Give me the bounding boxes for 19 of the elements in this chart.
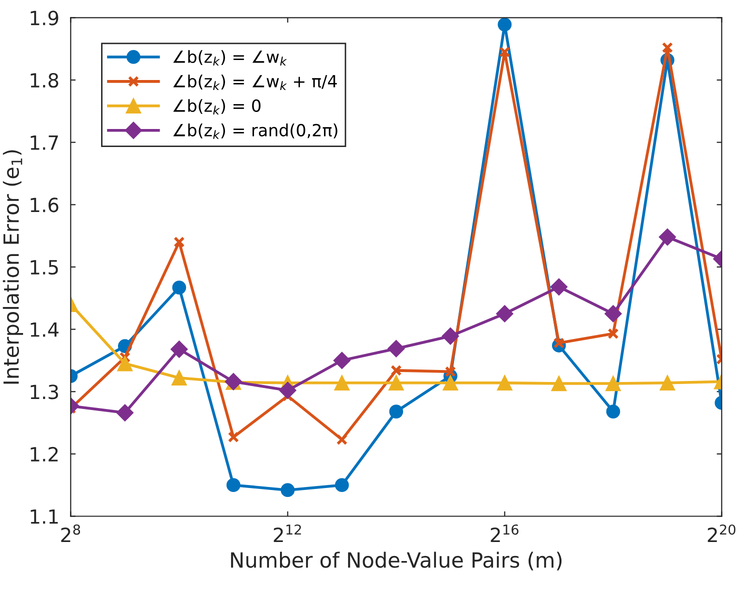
y-tick-label: 1.1 bbox=[30, 509, 58, 524]
y-tick-label: 1.5 bbox=[30, 260, 58, 275]
legend-label: ∠b(z$_{k}$) = rand(0,2π) bbox=[173, 124, 338, 139]
y-tick-label: 1.9 bbox=[30, 10, 58, 26]
y-tick-label: 1.7 bbox=[30, 136, 58, 150]
y-axis-title: Interpolation Error (e$_{1}$) bbox=[2, 150, 24, 384]
legend-label: ∠b(z$_{k}$) = ∠w$_{k}$ bbox=[173, 50, 287, 66]
legend-label: ∠b(z$_{k}$) = 0 bbox=[173, 99, 260, 114]
y-tick-label: 1.2 bbox=[30, 446, 58, 462]
y-tick-label: 1.8 bbox=[30, 72, 58, 88]
x-tick-label: 2$^{20}$ bbox=[708, 524, 736, 542]
x-tick-label: 2$^{16}$ bbox=[490, 524, 518, 542]
x-tick-label: 2$^{8}$ bbox=[61, 524, 80, 542]
y-tick-label: 1.6 bbox=[30, 198, 58, 212]
y-tick-label: 1.3 bbox=[30, 384, 58, 400]
y-tick-label: 1.4 bbox=[30, 322, 58, 337]
legend-label: ∠b(z$_{k}$) = ∠w$_{k}$ + π/4 bbox=[173, 74, 337, 90]
x-axis-title: Number of Node-Value Pairs (m) bbox=[231, 552, 562, 570]
x-tick-label: 2$^{12}$ bbox=[274, 524, 301, 542]
